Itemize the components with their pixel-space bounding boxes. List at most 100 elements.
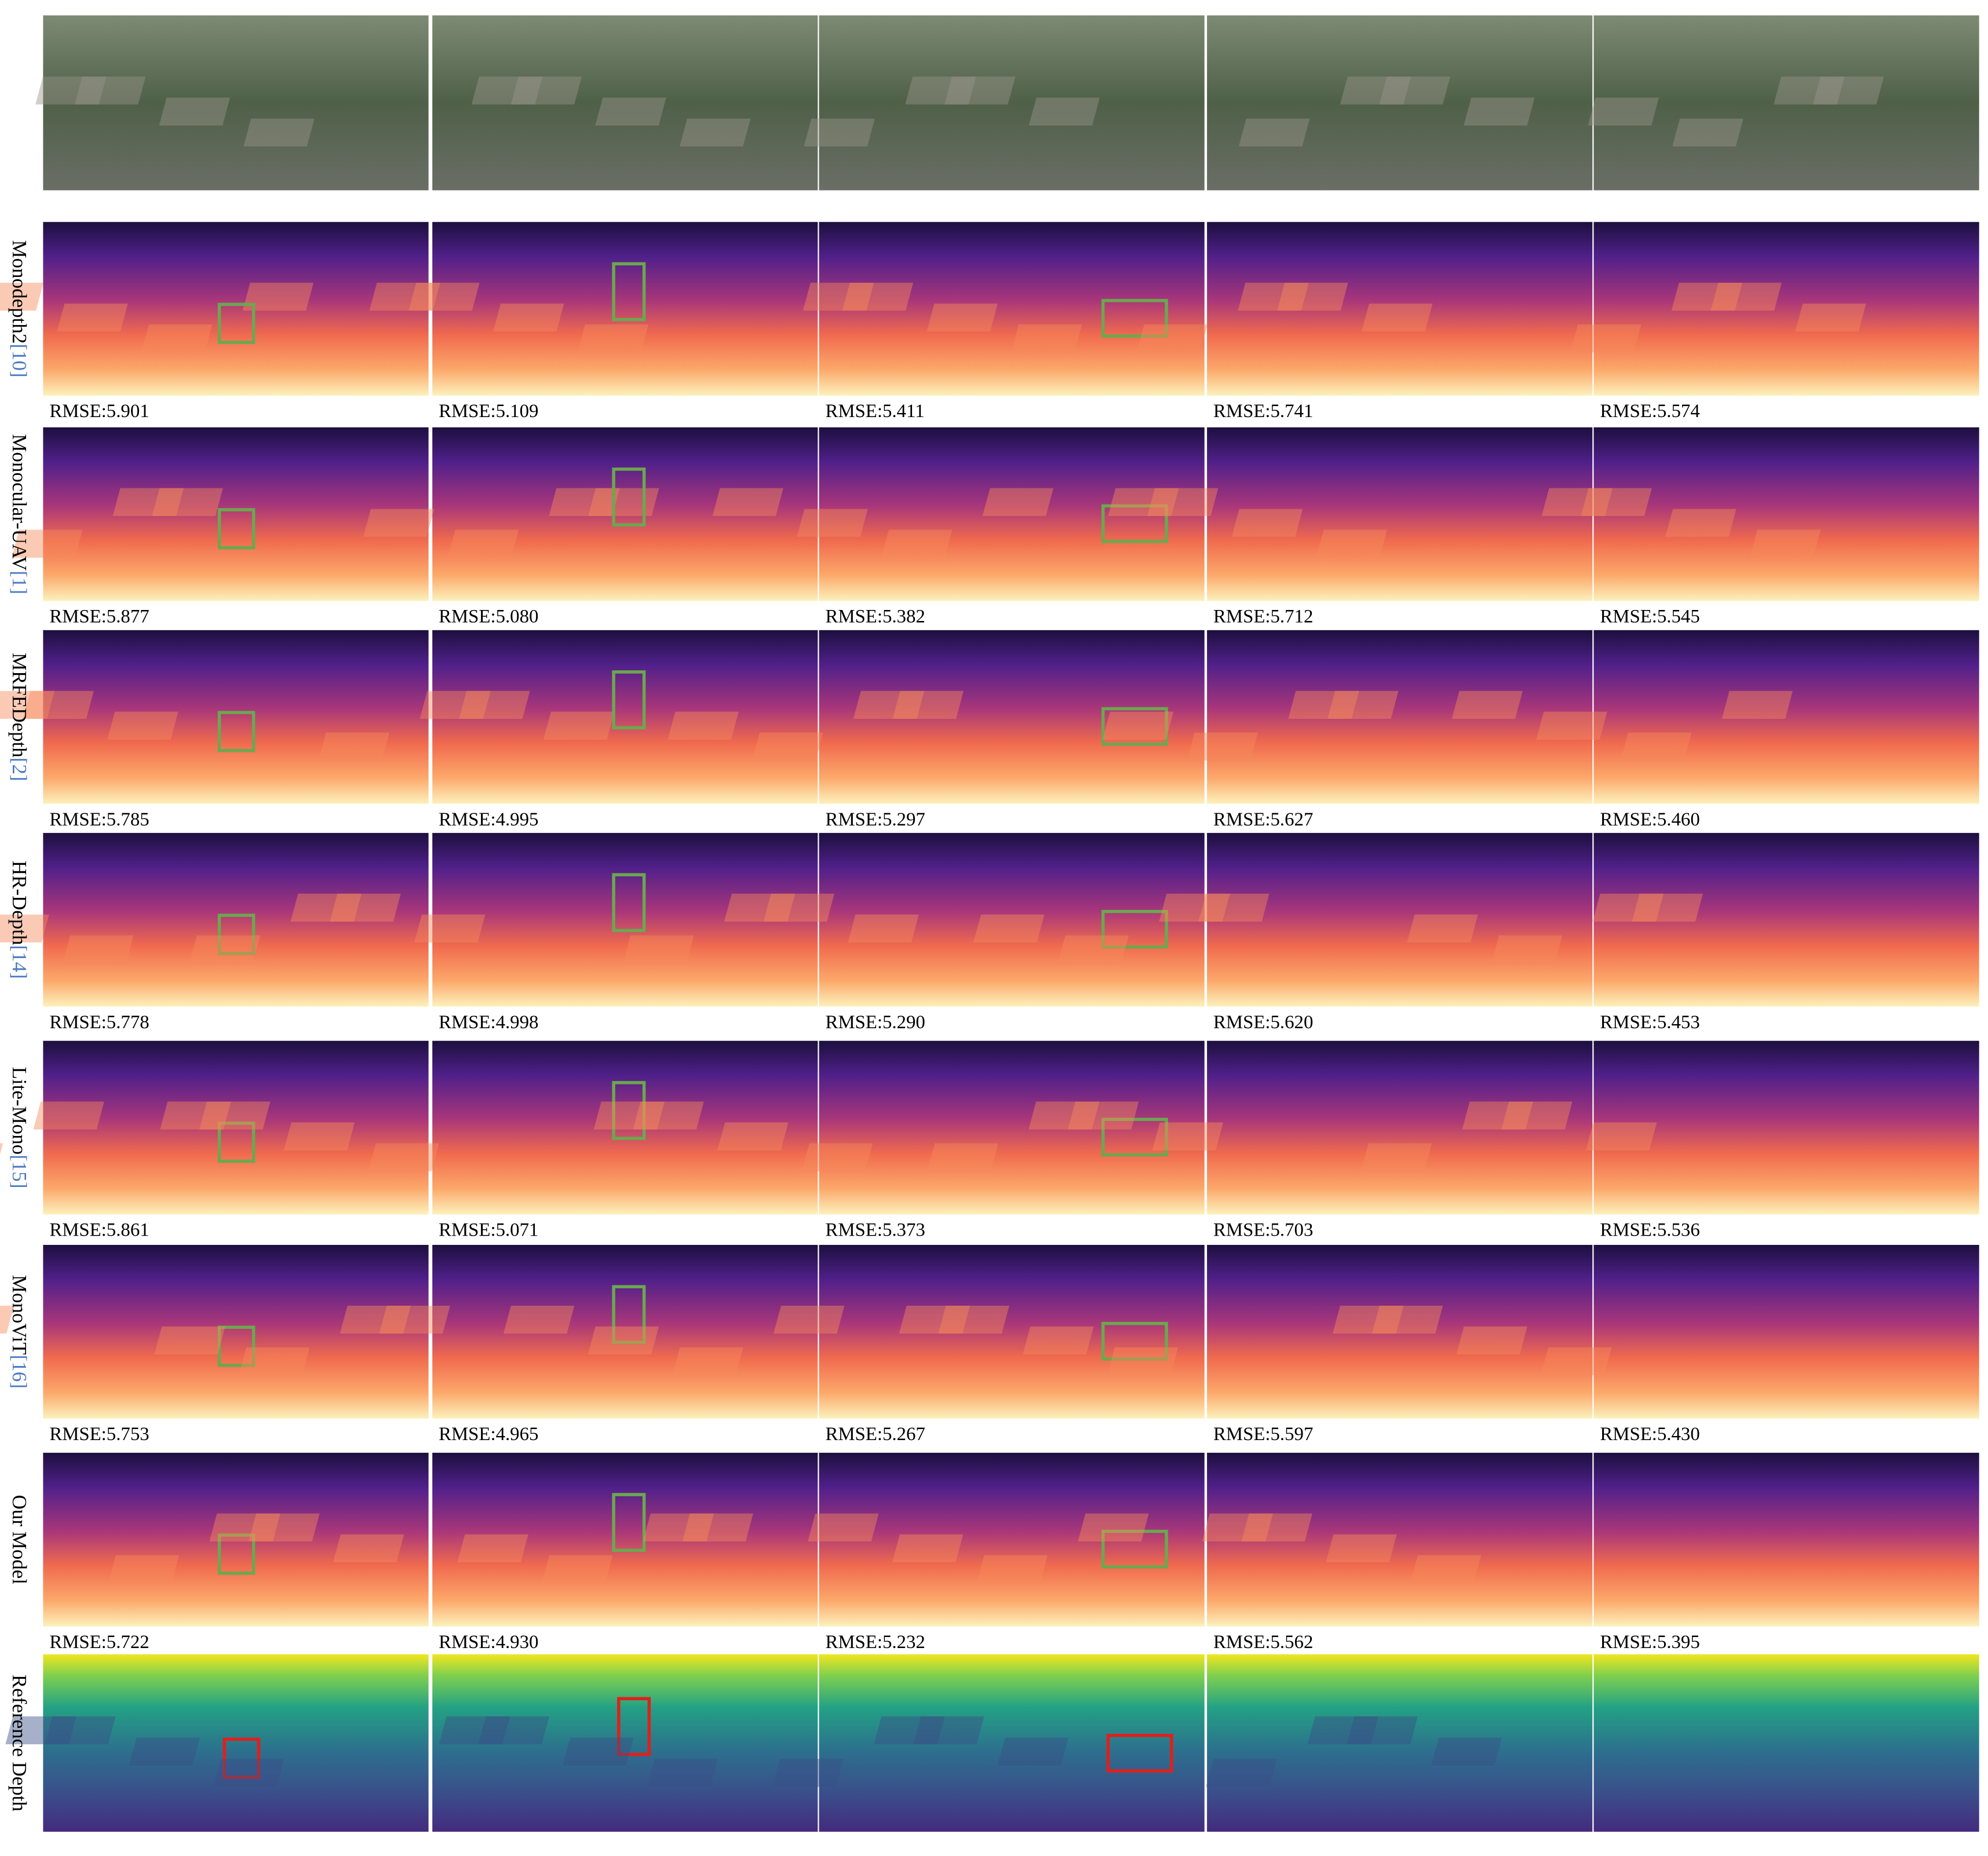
structure bbox=[997, 1737, 1068, 1766]
structure bbox=[593, 1101, 665, 1130]
highlight-box bbox=[612, 670, 646, 730]
method-label: Lite-Mono[15] bbox=[8, 1067, 31, 1189]
structure bbox=[57, 304, 128, 332]
highlight-box bbox=[217, 302, 256, 344]
structure bbox=[1277, 283, 1348, 311]
depth-map bbox=[432, 1040, 818, 1215]
rmse-label: RMSE:5.562 bbox=[1213, 1632, 1313, 1653]
structure bbox=[1570, 324, 1642, 353]
structure bbox=[1749, 529, 1821, 558]
depth-map bbox=[43, 1040, 429, 1215]
rmse-label: RMSE:5.778 bbox=[49, 1012, 149, 1033]
rmse-label: RMSE:5.722 bbox=[49, 1632, 149, 1653]
structure bbox=[1187, 732, 1259, 761]
reference-label: Reference Depth bbox=[8, 1675, 31, 1812]
structure bbox=[926, 304, 998, 332]
structure bbox=[1671, 283, 1743, 311]
method-label: MRFEDepth[2] bbox=[8, 653, 31, 781]
highlight-box bbox=[217, 711, 256, 752]
depth-map bbox=[819, 222, 1205, 396]
rmse-label: RMSE:5.453 bbox=[1600, 1012, 1699, 1033]
structure bbox=[1795, 304, 1866, 332]
structure bbox=[283, 1122, 355, 1150]
structure bbox=[1023, 1326, 1094, 1355]
structure bbox=[1812, 76, 1884, 105]
structure bbox=[772, 1759, 844, 1787]
depth-map bbox=[432, 1452, 818, 1627]
rmse-label: RMSE:5.232 bbox=[825, 1632, 925, 1653]
structure bbox=[242, 283, 314, 311]
structure bbox=[927, 1143, 998, 1171]
structure bbox=[724, 893, 796, 922]
structure bbox=[1238, 118, 1310, 147]
structure bbox=[623, 935, 694, 963]
method-name: MRFEDepth bbox=[8, 653, 31, 758]
rmse-label: RMSE:5.901 bbox=[49, 401, 149, 422]
depth-map bbox=[1207, 1452, 1593, 1627]
rmse-label: RMSE:5.753 bbox=[49, 1424, 149, 1445]
structure bbox=[63, 935, 134, 963]
highlight-box bbox=[1101, 1117, 1168, 1157]
structure bbox=[1586, 1122, 1657, 1150]
rmse-label: RMSE:5.430 bbox=[1600, 1424, 1699, 1445]
depth-map bbox=[432, 832, 818, 1007]
structure bbox=[1456, 1326, 1527, 1355]
structure bbox=[973, 914, 1045, 942]
highlight-box bbox=[1101, 909, 1168, 949]
structure bbox=[801, 1143, 873, 1171]
structure bbox=[1241, 1513, 1312, 1541]
citation: [16] bbox=[8, 1355, 31, 1389]
structure bbox=[503, 1305, 575, 1334]
structure bbox=[33, 1101, 104, 1130]
method-label: HR-Depth[14] bbox=[8, 861, 31, 979]
structure bbox=[1347, 1716, 1418, 1745]
highlight-box bbox=[1101, 707, 1168, 746]
highlight-box bbox=[217, 914, 256, 955]
structure bbox=[1068, 1101, 1139, 1130]
highlight-box bbox=[1101, 1529, 1168, 1569]
structure bbox=[1410, 1555, 1482, 1583]
rmse-label: RMSE:5.877 bbox=[49, 607, 149, 627]
depth-map bbox=[432, 630, 818, 804]
rmse-label: RMSE:5.627 bbox=[1213, 809, 1313, 830]
depth-map bbox=[1207, 222, 1593, 396]
structure bbox=[0, 690, 55, 719]
structure bbox=[159, 97, 230, 126]
reference-depth-map bbox=[43, 1654, 429, 1832]
structure bbox=[108, 1555, 180, 1583]
structure bbox=[1721, 690, 1793, 719]
structure bbox=[1588, 97, 1659, 126]
structure bbox=[1327, 690, 1399, 719]
rmse-label: RMSE:5.395 bbox=[1600, 1632, 1699, 1653]
structure bbox=[1028, 97, 1100, 126]
structure bbox=[763, 893, 835, 922]
structure bbox=[1202, 1513, 1274, 1541]
method-label: Monodepth2[10] bbox=[8, 240, 31, 377]
highlight-box bbox=[217, 508, 256, 550]
structure bbox=[1581, 488, 1652, 516]
structure bbox=[804, 118, 875, 147]
depth-map bbox=[43, 427, 429, 601]
rmse-label: RMSE:5.785 bbox=[49, 809, 149, 830]
structure bbox=[1307, 1716, 1378, 1745]
depth-map bbox=[1593, 1452, 1979, 1627]
structure bbox=[209, 1513, 280, 1541]
depth-map bbox=[1207, 1245, 1593, 1419]
structure bbox=[471, 76, 543, 105]
depth-map bbox=[43, 222, 429, 396]
structure bbox=[848, 914, 919, 942]
structure bbox=[1102, 711, 1174, 740]
rmse-label: RMSE:5.411 bbox=[825, 401, 924, 422]
structure bbox=[1078, 1513, 1149, 1541]
depth-map bbox=[819, 630, 1205, 804]
structure bbox=[199, 1101, 271, 1130]
method-label: MonoViT[16] bbox=[8, 1275, 31, 1389]
structure bbox=[478, 1716, 549, 1745]
rmse-label: RMSE:4.998 bbox=[439, 1012, 538, 1033]
depth-map bbox=[1207, 630, 1593, 804]
structure bbox=[1333, 1305, 1404, 1334]
reference-depth-map bbox=[1207, 1654, 1593, 1832]
structure bbox=[0, 914, 49, 942]
structure bbox=[672, 1347, 743, 1376]
structure bbox=[1431, 1737, 1502, 1766]
